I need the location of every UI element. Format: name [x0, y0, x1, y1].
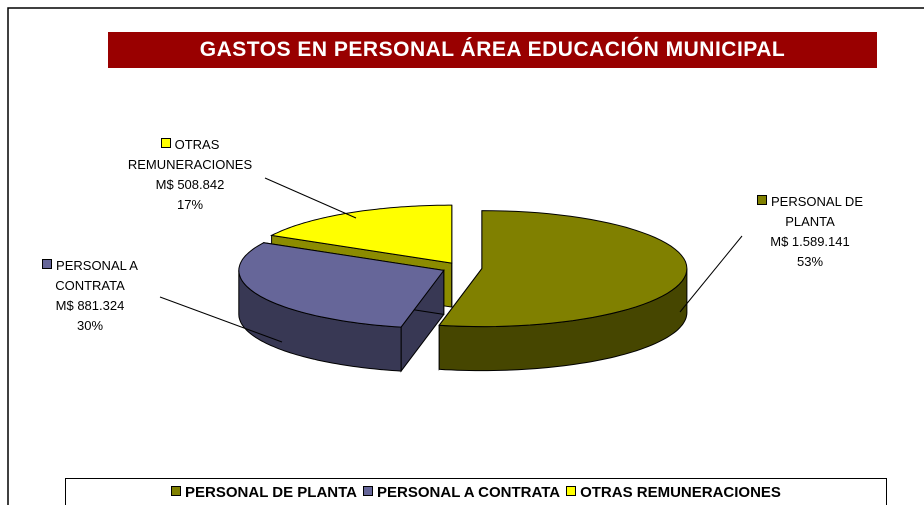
label-swatch [42, 259, 53, 269]
data-label: PERSONAL A CONTRATA M$ 881.324 30% [15, 256, 165, 336]
label-value: M$ 881.324 [55, 298, 125, 313]
legend-swatch [171, 486, 182, 496]
slice [238, 242, 445, 328]
data-label-category: PERSONAL A CONTRATA [15, 256, 165, 296]
label-category: PERSONAL A CONTRATA [55, 258, 138, 293]
legend-label: PERSONAL A CONTRATA [377, 484, 561, 501]
slice [269, 204, 453, 264]
legend-swatch [363, 486, 374, 496]
data-label: PERSONAL DE PLANTA M$ 1.589.141 53% [735, 192, 885, 272]
chart-title: GASTOS EN PERSONAL ÁREA EDUCACIÓN MUNICI… [108, 32, 877, 68]
label-category: OTRAS REMUNERACIONES [127, 137, 253, 172]
data-label: OTRAS REMUNERACIONES M$ 508.842 17% [115, 135, 265, 215]
label-swatch [160, 138, 171, 148]
legend: PERSONAL DE PLANTA PERSONAL A CONTRATA OTR… [65, 478, 887, 505]
legend-label: OTRAS REMUNERACIONES [580, 484, 781, 501]
label-value: M$ 1.589.141 [770, 234, 850, 249]
leader-line [679, 235, 743, 313]
label-percent: 17% [176, 197, 204, 212]
legend-item: PERSONAL DE PLANTA [171, 484, 357, 501]
label-percent: 53% [796, 254, 824, 269]
label-value: M$ 508.842 [155, 177, 225, 192]
legend-item: PERSONAL A CONTRATA [363, 484, 560, 501]
label-percent: 30% [76, 318, 104, 333]
leader-line [264, 177, 357, 219]
legend-label: PERSONAL DE PLANTA [185, 484, 358, 501]
label-swatch [757, 195, 767, 205]
frame [7, 7, 924, 505]
data-label-category: OTRAS REMUNERACIONES [115, 135, 265, 175]
data-label-category: PERSONAL DE PLANTA [735, 192, 885, 232]
leader-line [159, 296, 283, 343]
legend-item: OTRAS REMUNERACIONES [566, 484, 781, 501]
legend-swatch [566, 486, 577, 496]
slice [438, 210, 688, 328]
label-category: PERSONAL DE PLANTA [771, 194, 863, 229]
